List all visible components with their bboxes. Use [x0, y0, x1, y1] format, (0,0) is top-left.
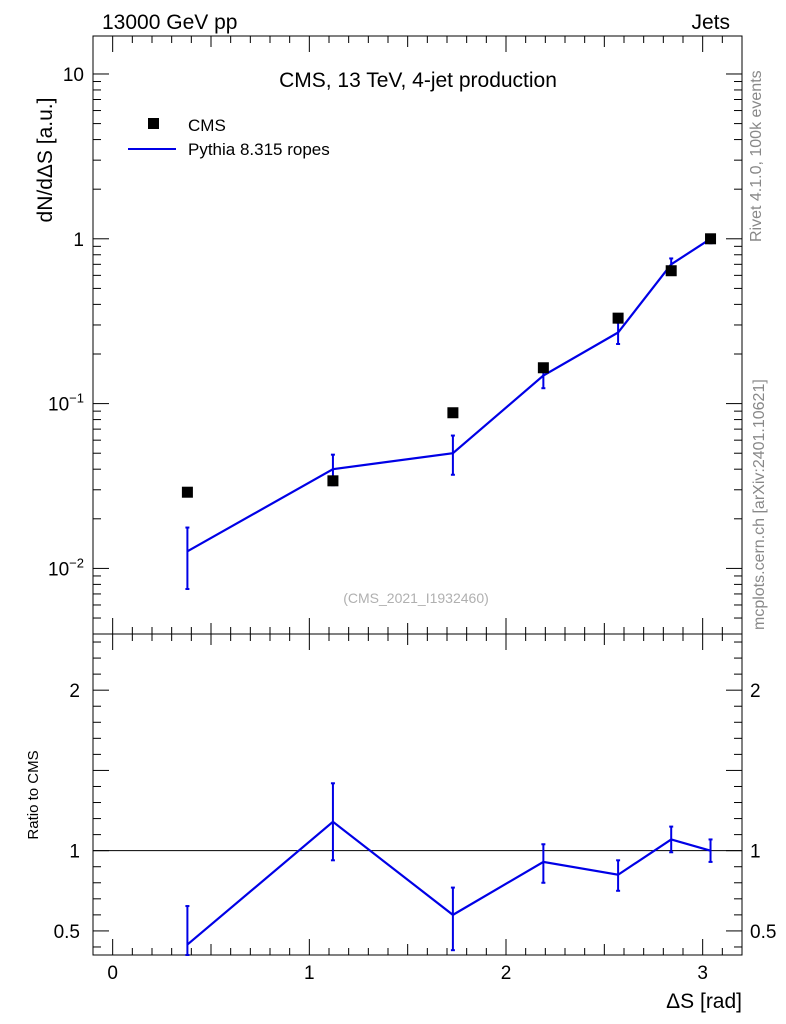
source-label: mcplots.cern.ch [arXiv:2401.10621] [751, 379, 768, 630]
main-y-tick-label: 10−1 [48, 391, 84, 416]
legend-cms-marker [148, 118, 159, 129]
mc-series-line [186, 237, 712, 553]
main-y-tick-label: 10 [63, 65, 84, 86]
analysis-id-watermark: (CMS_2021_I1932460) [343, 590, 489, 606]
x-tick-label: 0 [107, 963, 118, 984]
x-tick-label: 1 [304, 963, 315, 984]
energy-label: 13000 GeV pp [102, 11, 237, 34]
legend-cms-label: CMS [188, 116, 226, 135]
cms-data-point [537, 362, 549, 374]
ratio-axis-ticks: 0.5 0.5 1 1 2 2 0 1 2 3 [54, 634, 776, 984]
cms-data-point [665, 265, 677, 277]
main-data-marks [181, 233, 717, 591]
main-y-tick-label: 10−2 [48, 555, 84, 580]
ratio-y-axis-label: Ratio to CMS [25, 750, 42, 839]
main-y-tick-label: 1 [73, 230, 84, 251]
ratio-y-tick-label-right: 0.5 [750, 922, 776, 943]
legend: CMS Pythia 8.315 ropes [128, 116, 330, 159]
process-label: Jets [691, 11, 730, 34]
ratio-y-tick-label-right: 1 [750, 842, 761, 863]
ratio-data-marks [185, 782, 713, 956]
cms-data-point [612, 312, 624, 324]
ratio-y-tick-label-left: 0.5 [54, 922, 80, 943]
x-axis-label: ΔS [rad] [666, 990, 742, 1013]
cms-data-point [447, 407, 459, 419]
cms-data-point [181, 486, 193, 498]
cms-data-point [327, 475, 339, 487]
rivet-version-label: Rivet 4.1.0, 100k events [748, 70, 765, 242]
main-y-axis-label: dN/dΔS [a.u.] [34, 98, 57, 223]
chart-title: CMS, 13 TeV, 4-jet production [279, 69, 557, 92]
x-tick-label: 3 [697, 963, 708, 984]
ratio-series-line [186, 820, 711, 946]
legend-mc-label: Pythia 8.315 ropes [188, 140, 330, 159]
cms-data-point [705, 233, 717, 245]
main-axis-ticks: 10−2 10−1 1 10 [48, 36, 743, 635]
ratio-y-tick-label-left: 2 [69, 681, 80, 702]
ratio-panel-frame [92, 633, 743, 956]
x-tick-label: 2 [501, 963, 512, 984]
ratio-y-tick-label-right: 2 [750, 681, 761, 702]
ratio-y-tick-label-left: 1 [69, 842, 80, 863]
